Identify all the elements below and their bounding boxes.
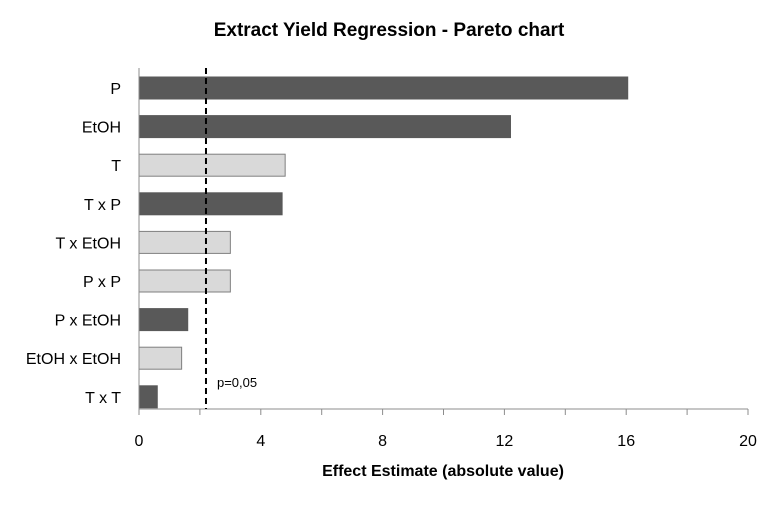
bar (138, 269, 231, 293)
x-tick-label: 20 (739, 433, 757, 450)
plot-area: P EtOH T T x P T x EtOH P x P P x EtOH EtOH x E… (26, 68, 757, 450)
bar (138, 153, 286, 177)
chart-title: Extract Yield Regression - Pareto chart (214, 20, 565, 41)
category-label: T x T (85, 390, 121, 407)
bar (138, 385, 158, 409)
x-tick-label: 12 (496, 433, 514, 450)
category-label: T x P (84, 197, 121, 214)
category-label: EtOH x EtOH (26, 351, 121, 368)
x-tick-label: 4 (256, 433, 265, 450)
bar (138, 308, 189, 332)
x-tick-label: 8 (378, 433, 387, 450)
x-tick-label: 16 (617, 433, 635, 450)
category-label: P x EtOH (55, 313, 121, 330)
significance-label: p=0,05 (217, 375, 257, 390)
bar (138, 346, 183, 370)
x-tick-label: 0 (135, 433, 144, 450)
category-label: EtOH (82, 120, 121, 137)
bar (138, 192, 283, 216)
bar (138, 230, 231, 254)
bar (138, 115, 511, 139)
bar (138, 76, 629, 100)
category-label: T x EtOH (56, 235, 122, 252)
category-label: P x P (83, 274, 121, 291)
x-axis-title: Effect Estimate (absolute value) (322, 463, 564, 480)
category-label: P (110, 81, 121, 98)
category-label: T (111, 158, 121, 175)
